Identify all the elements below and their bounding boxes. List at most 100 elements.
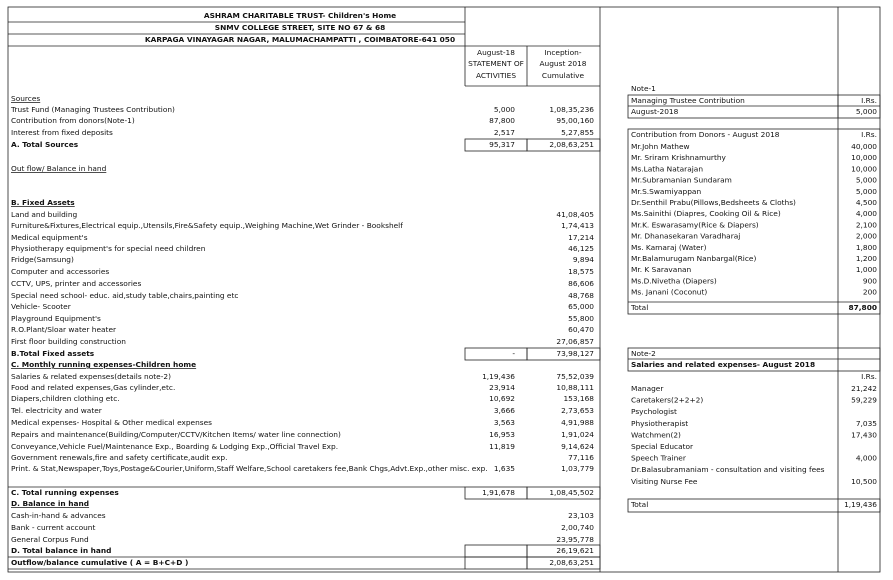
august-amount: 16,953 xyxy=(489,430,515,439)
august-amount: 87,800 xyxy=(489,116,515,125)
staff-role: Special Educator xyxy=(631,442,694,451)
total-amount: 1,19,436 xyxy=(844,500,877,509)
august-amount: 23,914 xyxy=(489,383,515,392)
cell-box xyxy=(526,486,601,500)
row-label: Vehicle- Scooter xyxy=(11,302,72,311)
row-label: Outflow/balance cumulative ( A = B+C+D ) xyxy=(11,558,188,567)
amount: 40,000 xyxy=(851,142,877,151)
inception-amount: 23,103 xyxy=(568,511,594,520)
inception-amount: 60,470 xyxy=(568,325,594,334)
row-label: CCTV, UPS, printer and accessories xyxy=(11,279,141,288)
row-label: General Corpus Fund xyxy=(11,535,89,544)
inception-amount: 1,91,024 xyxy=(561,430,594,439)
august-amount: 1,635 xyxy=(494,464,515,473)
cell-box xyxy=(464,347,528,361)
amount: 900 xyxy=(863,276,877,285)
amount: 5,000 xyxy=(856,107,877,116)
row-label: Fridge(Samsung) xyxy=(11,255,74,264)
august-amount: 1,91,678 xyxy=(482,488,515,497)
august-amount: 3,666 xyxy=(494,406,515,415)
donor-name: Ms.Sainithi (Diapres, Cooking Oil & Rice… xyxy=(631,209,781,218)
donor-name: Dr.Senthil Prabu(Pillows,Bedsheets & Clo… xyxy=(631,198,796,207)
amount: 59,229 xyxy=(851,396,877,405)
row-label: Special need school- educ. aid,study tab… xyxy=(11,291,238,300)
staff-role: Dr.Balasubramaniam - consultation and vi… xyxy=(631,465,825,474)
column-heading: August 2018 xyxy=(539,59,586,68)
amount: 2,100 xyxy=(856,220,877,229)
row-label: Repairs and maintenance(Building/Compute… xyxy=(11,430,341,439)
row-label: First floor building construction xyxy=(11,337,126,346)
staff-role: Visiting Nurse Fee xyxy=(631,477,698,486)
inception-amount: 65,000 xyxy=(568,302,594,311)
row-label: Bank - current account xyxy=(11,523,95,532)
row-label: Conveyance,Vehicle Fuel/Maintenance Exp.… xyxy=(11,442,338,451)
inception-amount: 2,00,740 xyxy=(561,523,594,532)
cell-box xyxy=(627,498,881,513)
amount: 7,035 xyxy=(856,419,877,428)
staff-role: Watchmen(2) xyxy=(631,430,681,439)
row-label: Sources xyxy=(11,94,40,103)
august-amount: 10,692 xyxy=(489,394,515,403)
column-heading: STATEMENT OF xyxy=(468,59,524,68)
cell-box xyxy=(526,138,601,152)
cell-box xyxy=(627,94,881,119)
total-amount: 87,800 xyxy=(848,303,877,312)
amount: 1,800 xyxy=(856,243,877,252)
row-label: Trust Fund (Managing Trustees Contributi… xyxy=(10,105,175,114)
column-heading: Inception- xyxy=(545,48,582,57)
august-amount: 95,317 xyxy=(489,140,515,149)
row-label: Cash-in-hand & advances xyxy=(11,511,106,520)
august-amount: 5,000 xyxy=(494,105,515,114)
amount: 1,000 xyxy=(856,265,877,274)
row-label: Medical expenses- Hospital & Other medic… xyxy=(11,418,212,427)
inception-amount: 1,08,45,502 xyxy=(549,488,594,497)
column-heading: Cumulative xyxy=(542,71,585,80)
donor-name: Mr. K Saravanan xyxy=(631,265,692,274)
donor-name: Ms.D.Nivetha (Diapers) xyxy=(631,276,717,285)
amount: 1,200 xyxy=(856,254,877,263)
inception-amount: 23,95,778 xyxy=(556,535,594,544)
amount: 5,000 xyxy=(856,187,877,196)
amount: 5,000 xyxy=(856,176,877,185)
sheet-title: KARPAGA VINAYAGAR NAGAR, MALUMACHAMPATTI… xyxy=(145,35,455,44)
inception-amount: 2,08,63,251 xyxy=(549,558,594,567)
row-label: Land and building xyxy=(11,210,78,219)
row-label: D. Total balance in hand xyxy=(11,546,111,555)
column-heading: ACTIVITIES xyxy=(476,71,516,80)
amount: 10,000 xyxy=(851,153,877,162)
inception-amount: 86,606 xyxy=(568,279,594,288)
cell-box xyxy=(464,544,528,558)
row-label: C. Monthly running expenses-Children hom… xyxy=(11,360,196,369)
august-amount: - xyxy=(512,349,515,358)
row-label: Contribution from donors(Note-1) xyxy=(11,116,135,125)
row-label: Diapers,children clothing etc. xyxy=(11,394,120,403)
unit-label: I.Rs. xyxy=(861,372,877,381)
august-amount: 3,563 xyxy=(494,418,515,427)
staff-role: Psychologist xyxy=(631,407,677,416)
row-label: B. Fixed Assets xyxy=(11,198,75,207)
staff-role: Speech Trainer xyxy=(631,454,687,463)
inception-amount: 27,06,857 xyxy=(556,337,594,346)
donor-name: Ms. Janani (Coconut) xyxy=(631,288,707,297)
inception-amount: 5,27,855 xyxy=(561,128,594,137)
donor-name: Mr.K. Eswarasamy(Rice & Diapers) xyxy=(631,220,759,229)
row-label: Furniture&Fixtures,Electrical equip.,Ute… xyxy=(11,221,403,230)
cell-box xyxy=(526,556,601,570)
amount: 4,000 xyxy=(856,209,877,218)
amount: 21,242 xyxy=(851,384,877,393)
inception-amount: 2,08,63,251 xyxy=(549,140,594,149)
row-label: Food and related expenses,Gas cylinder,e… xyxy=(11,383,175,392)
unit-label: I.Rs. xyxy=(861,96,877,105)
row-label: Computer and accessories xyxy=(11,267,109,276)
inception-amount: 73,98,127 xyxy=(556,349,594,358)
note-heading: Salaries and related expenses- August 20… xyxy=(631,360,815,369)
inception-amount: 1,08,35,236 xyxy=(549,105,594,114)
inception-amount: 41,08,405 xyxy=(556,210,594,219)
cell-box xyxy=(627,128,881,315)
cell-box xyxy=(526,347,601,361)
august-amount: 2,517 xyxy=(494,128,515,137)
inception-amount: 2,73,653 xyxy=(561,406,594,415)
inception-amount: 48,768 xyxy=(568,291,594,300)
inception-amount: 77,116 xyxy=(568,453,594,462)
amount: 4,500 xyxy=(856,198,877,207)
